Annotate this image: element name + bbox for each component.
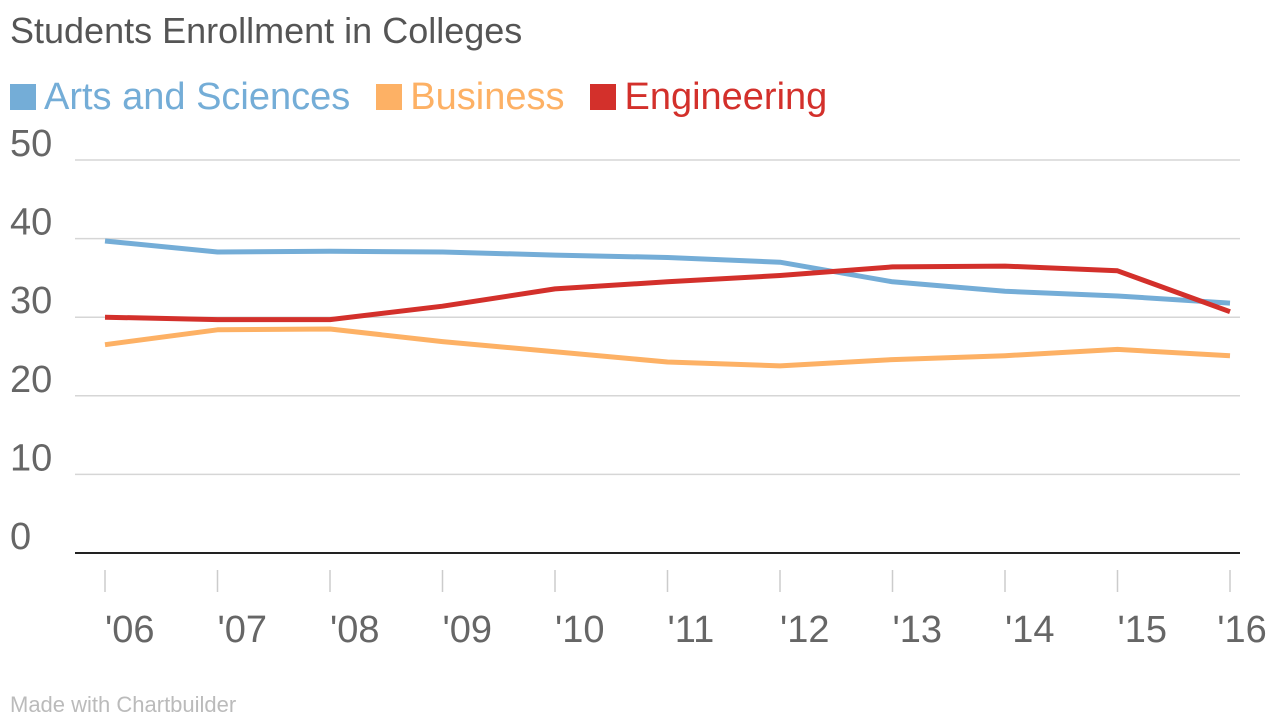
- legend-item-arts-and-sciences: Arts and Sciences: [10, 76, 350, 119]
- x-tick-label-0: '06: [105, 609, 155, 651]
- axis-layer: 0 10 20 30 40 50 '06 '07 '08 '09 '10 '11 '12 '13 '14 '1…: [10, 123, 1267, 651]
- x-tick-label-6: '12: [780, 609, 830, 651]
- legend-label-business: Business: [410, 75, 565, 118]
- x-tick-label-2: '08: [330, 609, 380, 651]
- x-tick-label-7: '13: [893, 609, 943, 651]
- series-line-engineering: [104, 263, 1231, 323]
- x-tick-label-8: '14: [1005, 609, 1055, 651]
- legend-item-business: Business: [376, 76, 564, 119]
- x-tick-label-9: '15: [1118, 609, 1168, 651]
- y-tick-label-0: 0: [10, 516, 31, 558]
- series-layer: [104, 238, 1231, 369]
- chart-title: Students Enrollment in Colleges: [10, 10, 523, 51]
- series-line-arts-and-sciences: [104, 238, 1231, 306]
- y-tick-label-10: 10: [10, 437, 52, 479]
- x-tick-label-10: '16: [1217, 609, 1267, 651]
- y-tick-label-40: 40: [10, 202, 52, 244]
- legend-swatch-business: [376, 84, 403, 110]
- legend-swatch-arts-and-sciences: [10, 84, 36, 110]
- legend-label-engineering: Engineering: [624, 75, 828, 118]
- x-tick-label-5: '11: [668, 609, 715, 651]
- x-tick-label-1: '07: [218, 609, 268, 651]
- y-tick-label-20: 20: [10, 359, 52, 401]
- x-tick-label-4: '10: [555, 609, 605, 651]
- legend-item-engineering: Engineering: [590, 76, 827, 119]
- footer-credit: Made with Chartbuilder: [10, 692, 237, 717]
- x-tick-label-3: '09: [443, 609, 493, 651]
- y-tick-label-30: 30: [10, 280, 52, 322]
- series-line-business: [104, 326, 1231, 369]
- y-tick-label-50: 50: [10, 123, 52, 165]
- legend: Arts and Sciences Business Engineering: [10, 74, 853, 120]
- legend-swatch-engineering: [590, 84, 617, 110]
- legend-label-arts-and-sciences: Arts and Sciences: [44, 75, 351, 118]
